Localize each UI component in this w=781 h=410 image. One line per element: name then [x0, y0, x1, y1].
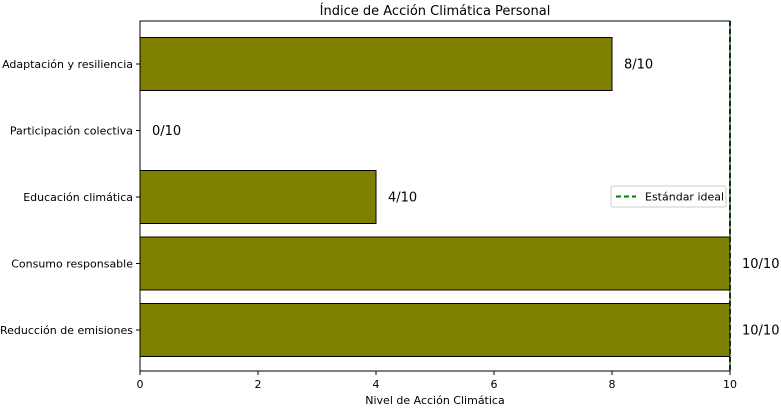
bar	[139, 236, 731, 291]
y-tick-label: Participación colectiva	[10, 125, 133, 138]
x-tick-label: 10	[723, 378, 737, 391]
bar	[139, 37, 613, 91]
x-tick-label: 4	[373, 378, 380, 391]
bar	[139, 303, 731, 357]
x-tick-label: 0	[137, 378, 144, 391]
plot-frame	[139, 20, 731, 372]
y-tick-label: Educación climática	[23, 191, 133, 204]
data-label: 0/10	[152, 124, 181, 139]
value-labels-group: 8/10 0/10 4/10 10/10 10/10	[152, 58, 779, 339]
y-tick-label: Consumo responsable	[11, 258, 133, 271]
y-tick-label: Adaptación y resiliencia	[2, 58, 133, 71]
x-tick-label: 8	[609, 378, 616, 391]
y-tick-label: Reducción de emisiones	[0, 324, 133, 337]
bars-group	[139, 37, 731, 357]
bar	[139, 170, 377, 224]
y-axis: Adaptación y resiliencia Participación co…	[0, 58, 140, 337]
legend-box	[610, 185, 727, 208]
data-label: 4/10	[388, 191, 417, 206]
legend: Estándar ideal	[610, 185, 727, 208]
x-tick-label: 2	[255, 378, 262, 391]
chart-title: Índice de Acción Climática Personal	[320, 3, 551, 19]
data-label: 8/10	[624, 58, 653, 73]
x-tick-label: 6	[491, 378, 498, 391]
x-axis: 0 2 4 6 8 10	[137, 371, 737, 391]
data-label: 10/10	[742, 324, 779, 339]
x-axis-label: Nivel de Acción Climática	[365, 394, 504, 407]
data-label: 10/10	[742, 257, 779, 272]
legend-label: Estándar ideal	[645, 191, 724, 204]
